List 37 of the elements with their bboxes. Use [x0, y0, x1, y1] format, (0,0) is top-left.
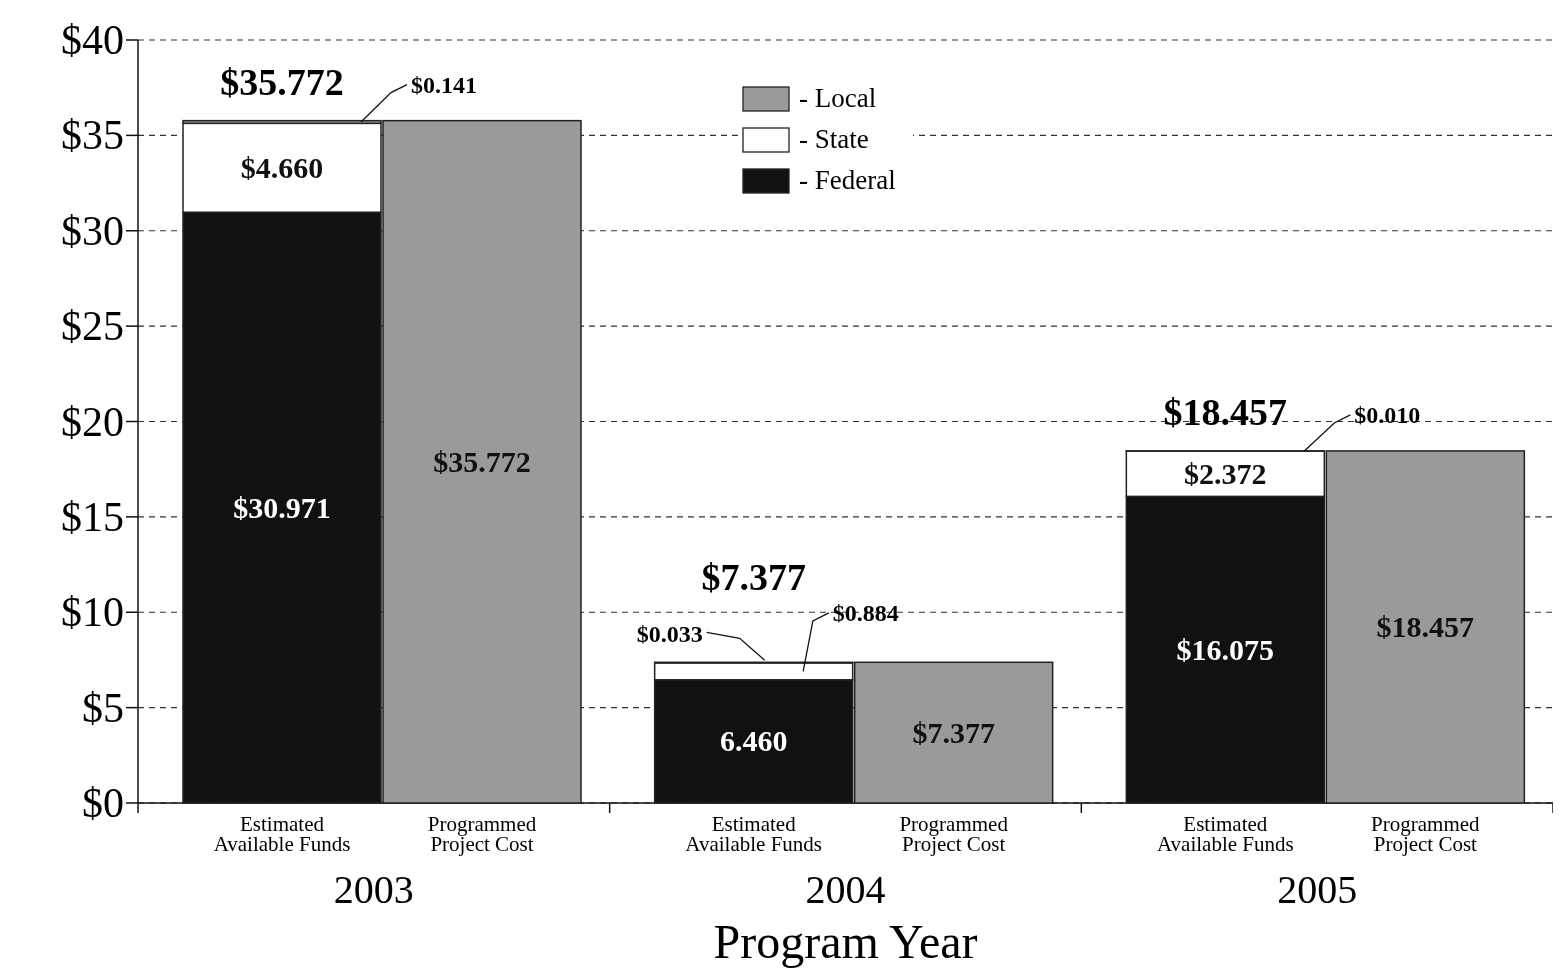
data-label: $16.075	[1176, 632, 1275, 666]
y-tick-label: $10	[61, 589, 124, 636]
y-tick-label: $30	[61, 207, 124, 254]
data-label: $2.372	[1184, 456, 1267, 490]
x-tick-label: Estimated Available Funds	[685, 812, 823, 856]
y-tick-label: $5	[82, 684, 124, 731]
data-label: $4.660	[240, 150, 324, 184]
data-label: $35.772	[433, 444, 531, 478]
x-axis-title: Program Year	[713, 915, 978, 968]
text: 2004	[805, 867, 886, 912]
y-tick-label: $20	[61, 398, 124, 445]
data-label: $30.971	[233, 490, 331, 524]
total-label: $7.377	[701, 556, 806, 599]
data-label: $18.457	[1376, 609, 1475, 643]
y-tick-label: $40	[61, 17, 124, 63]
text: 2005	[1277, 867, 1358, 912]
data-label: $7.377	[912, 715, 995, 749]
y-tick-label: $25	[61, 303, 124, 350]
legend-label: - State	[799, 124, 869, 154]
legend-label: - Federal	[799, 165, 896, 195]
x-tick-label: Estimated Available Funds	[1156, 812, 1294, 856]
text: 2003	[333, 867, 414, 912]
data-label: $0.141	[411, 71, 477, 98]
data-label: $0.884	[832, 599, 899, 626]
total-label: $35.772	[220, 60, 344, 103]
x-tick-label: Programmed Project Cost	[1371, 812, 1481, 856]
legend-label: - Local	[799, 83, 877, 113]
x-tick-label: Estimated Available Funds	[213, 812, 351, 856]
data-label: $0.033	[636, 621, 703, 648]
y-tick-label: $15	[61, 493, 124, 540]
total-label: $18.457	[1163, 390, 1288, 433]
data-label: $0.010	[1354, 401, 1421, 428]
x-tick-label: Programmed Project Cost	[899, 812, 1009, 856]
y-tick-label: $35	[61, 112, 124, 159]
y-tick-label: $0	[82, 780, 124, 826]
data-label: 6.460	[719, 724, 788, 758]
x-tick-label: Programmed Project Cost	[427, 812, 537, 856]
